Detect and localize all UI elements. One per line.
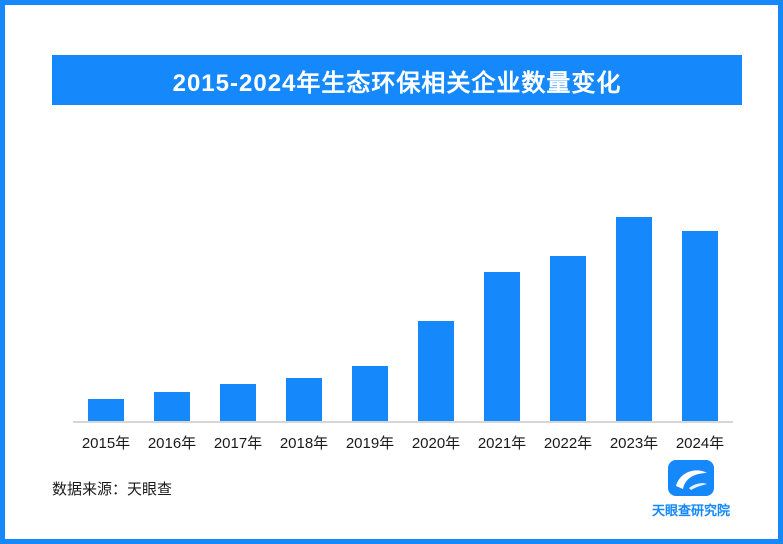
bar-chart: 2015年 2016年 2017年 2018年 2019年 2020年 2021年 2022年… bbox=[73, 135, 733, 453]
x-axis-label: 2017年 bbox=[213, 435, 263, 452]
x-axis-label: 2018年 bbox=[279, 435, 329, 452]
bar-2020年 bbox=[418, 321, 454, 421]
bar-2024年 bbox=[682, 231, 718, 421]
x-axis-label: 2023年 bbox=[609, 435, 659, 452]
x-axis: 2015年 2016年 2017年 2018年 2019年 2020年 2021年 2022年… bbox=[73, 423, 733, 453]
data-source: 数据来源：天眼查 bbox=[52, 481, 173, 498]
plot-area bbox=[73, 135, 733, 423]
bar-slot bbox=[139, 135, 205, 421]
logo-text: 天眼查研究院 bbox=[651, 503, 730, 518]
bar-2016年 bbox=[154, 392, 190, 421]
x-axis-label: 2024年 bbox=[675, 435, 725, 452]
x-axis-label: 2019年 bbox=[345, 435, 395, 452]
x-axis-label: 2021年 bbox=[477, 435, 527, 452]
x-axis-label: 2022年 bbox=[543, 435, 593, 452]
bar-2023年 bbox=[616, 217, 652, 421]
bar-slot bbox=[535, 135, 601, 421]
x-axis-label: 2020年 bbox=[411, 435, 461, 452]
bar-2021年 bbox=[484, 272, 520, 421]
bar-slot bbox=[337, 135, 403, 421]
bar-slot bbox=[469, 135, 535, 421]
bar-slot bbox=[601, 135, 667, 421]
chart-title-banner: 2015-2024年生态环保相关企业数量变化 bbox=[52, 55, 742, 105]
bar-slot bbox=[271, 135, 337, 421]
bar-2018年 bbox=[286, 378, 322, 421]
tianyancha-logo: 天眼查研究院 bbox=[652, 460, 730, 519]
chart-title: 2015-2024年生态环保相关企业数量变化 bbox=[172, 69, 622, 97]
x-axis-label: 2015年 bbox=[81, 435, 131, 452]
bar-slot bbox=[403, 135, 469, 421]
bar-slot bbox=[73, 135, 139, 421]
x-axis-label: 2016年 bbox=[147, 435, 197, 452]
tianyancha-eye-icon bbox=[667, 460, 714, 496]
bar-slot bbox=[205, 135, 271, 421]
bar-slot bbox=[667, 135, 733, 421]
bar-2017年 bbox=[220, 384, 256, 421]
bar-2019年 bbox=[352, 366, 388, 421]
bar-2022年 bbox=[550, 256, 586, 421]
bar-2015年 bbox=[88, 399, 124, 421]
